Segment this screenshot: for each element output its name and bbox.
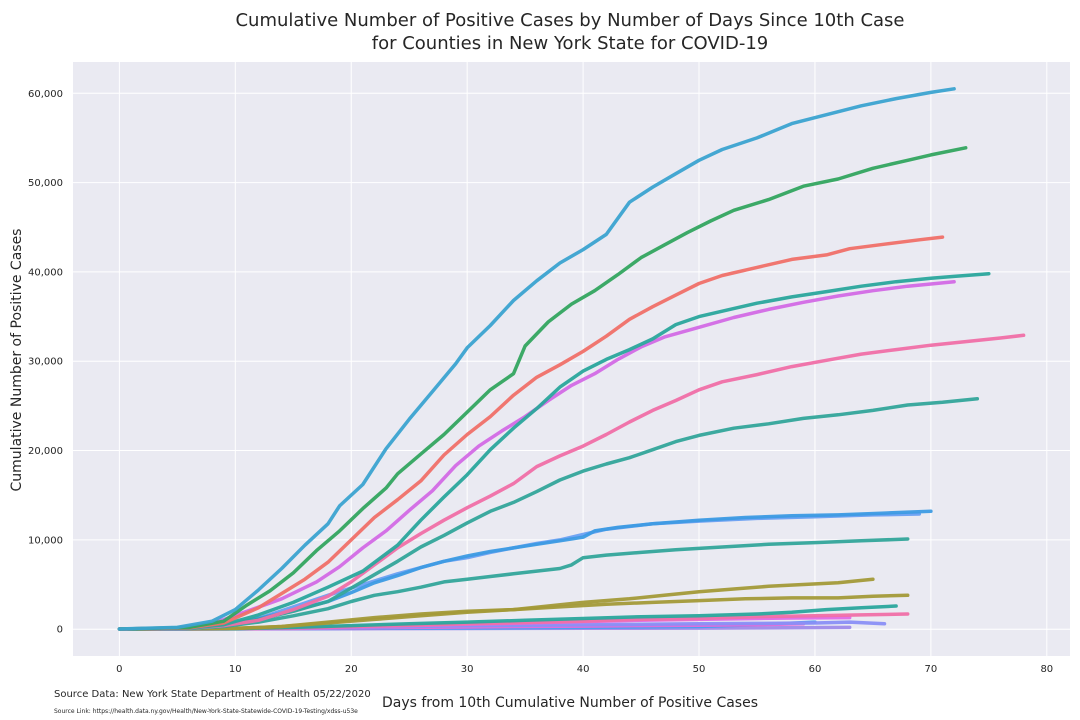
chart-title-line-1: Cumulative Number of Positive Cases by N…	[235, 10, 904, 31]
y-tick-label: 40,000	[28, 267, 63, 278]
x-tick-label: 0	[116, 664, 122, 675]
x-axis-label: Days from 10th Cumulative Number of Posi…	[382, 695, 758, 711]
y-tick-label: 30,000	[28, 357, 63, 368]
series-line-county-a	[117, 87, 956, 631]
y-tick-label: 0	[57, 625, 63, 636]
x-tick-label: 50	[693, 664, 706, 675]
x-tick-label: 40	[577, 664, 590, 675]
series-line-county-c	[117, 235, 945, 631]
series-line-county-f	[117, 333, 1026, 631]
y-tick-label: 50,000	[28, 178, 63, 189]
chart-title-line-2: for Counties in New York State for COVID…	[372, 33, 769, 54]
tick-layer: 0 10 20 30 40 50 60 70 80 0 10,000 20,000 30,000 40,0…	[28, 89, 1053, 675]
y-tick-label: 10,000	[28, 535, 63, 546]
x-tick-label: 70	[925, 664, 938, 675]
source-note: Source Data: New York State Department o…	[54, 689, 371, 700]
x-tick-label: 20	[345, 664, 358, 675]
series-line-county-g	[117, 396, 980, 631]
series-line-county-m	[117, 604, 898, 631]
x-tick-label: 80	[1040, 664, 1053, 675]
y-tick-label: 20,000	[28, 446, 63, 457]
x-tick-label: 60	[809, 664, 822, 675]
series-layer	[117, 87, 1026, 631]
source-link: Source Link: https://health.data.ny.gov/…	[54, 708, 358, 715]
y-tick-label: 60,000	[28, 89, 63, 100]
x-tick-label: 30	[461, 664, 474, 675]
series-line-county-d	[117, 271, 991, 631]
series-line-county-b	[117, 146, 968, 631]
series-line-county-k	[117, 577, 875, 631]
series-line-county-j	[117, 537, 910, 631]
x-tick-label: 10	[229, 664, 242, 675]
y-axis-label: Cumulative Number of Positive Cases	[9, 229, 25, 492]
